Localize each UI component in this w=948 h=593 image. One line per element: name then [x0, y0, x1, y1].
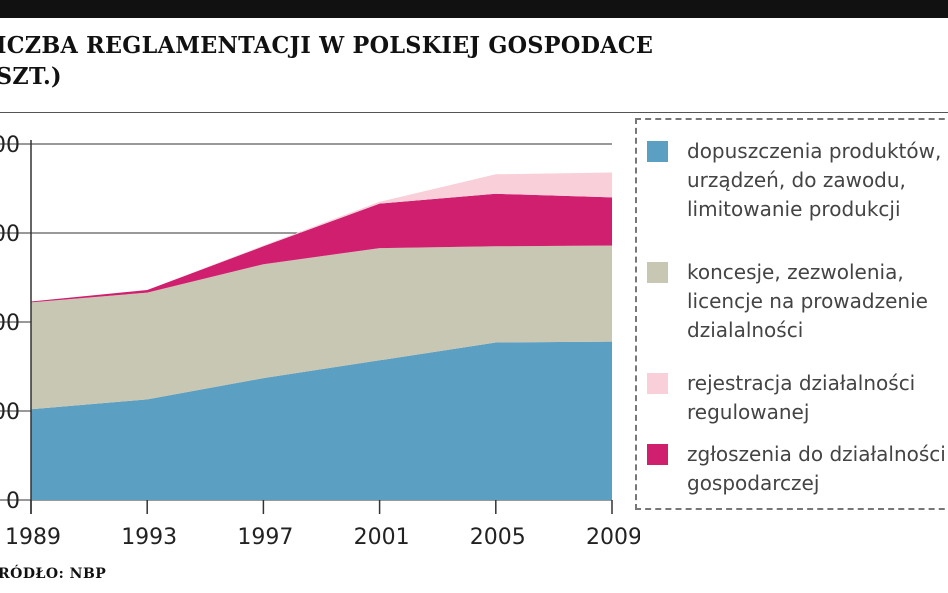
subtitle-line: SZT.) [0, 63, 62, 90]
top-bar [0, 0, 948, 18]
legend-label: zgłoszenia do działalności gospodarczej [687, 440, 946, 498]
x-tick-label: 1997 [237, 525, 293, 550]
x-tick-label: 2005 [470, 525, 526, 550]
area-series-1 [31, 341, 612, 500]
chart-legend: dopuszczenia produktów, urządzeń, do zaw… [635, 118, 948, 510]
legend-label-line: zgłoszenia do działalności [687, 442, 946, 466]
legend-item-rejestracja: rejestracja działalności regulowanej [647, 369, 915, 427]
x-tick-label: 1989 [5, 525, 61, 550]
legend-label: koncesje, zezwolenia, licencje na prowad… [687, 258, 928, 345]
area-series-2 [31, 245, 612, 410]
legend-label-line: regulowanej [687, 400, 810, 424]
legend-item-zgloszenia: zgłoszenia do działalności gospodarczej [647, 440, 946, 498]
title-line: ICZBA REGLAMENTACJI W POLSKIEJ GOSPODACE [0, 32, 654, 59]
chart-title: ICZBA REGLAMENTACJI W POLSKIEJ GOSPODACE… [0, 30, 653, 92]
legend-label-line: licencje na prowadzenie [687, 289, 928, 313]
y-tick-label: 00 [0, 222, 20, 247]
x-tick-label: 2009 [586, 525, 640, 550]
legend-swatch [647, 262, 668, 283]
x-tick-label: 2001 [354, 525, 410, 550]
y-tick-label: 0 [6, 489, 20, 514]
x-tick-label: 1993 [121, 525, 177, 550]
legend-item-dopuszczenia: dopuszczenia produktów, urządzeń, do zaw… [647, 137, 941, 224]
area-series-4 [31, 172, 612, 302]
legend-label-line: dzialalności [687, 318, 804, 342]
legend-swatch [647, 373, 668, 394]
y-tick-label: 00 [0, 133, 20, 158]
legend-swatch [647, 141, 668, 162]
legend-label: dopuszczenia produktów, urządzeń, do zaw… [687, 137, 941, 224]
y-tick-label: 00 [0, 400, 20, 425]
legend-label-line: rejestracja działalności [687, 371, 916, 395]
legend-label: rejestracja działalności regulowanej [687, 369, 915, 427]
legend-swatch [647, 444, 668, 465]
legend-label-line: limitowanie produkcji [687, 197, 901, 221]
legend-label-line: koncesje, zezwolenia, [687, 260, 904, 284]
y-tick-label: 00 [0, 311, 20, 336]
legend-item-koncesje: koncesje, zezwolenia, licencje na prowad… [647, 258, 928, 345]
legend-label-line: gospodarczej [687, 471, 820, 495]
legend-label-line: dopuszczenia produktów, [687, 139, 942, 163]
legend-label-line: urządzeń, do zawodu, [687, 168, 906, 192]
title-rule [0, 112, 948, 113]
stacked-area-chart: 000000000198919931997200120052009 [0, 133, 640, 550]
area-series-3 [31, 193, 612, 303]
source-note: RÓDŁO: NBP [0, 566, 107, 582]
